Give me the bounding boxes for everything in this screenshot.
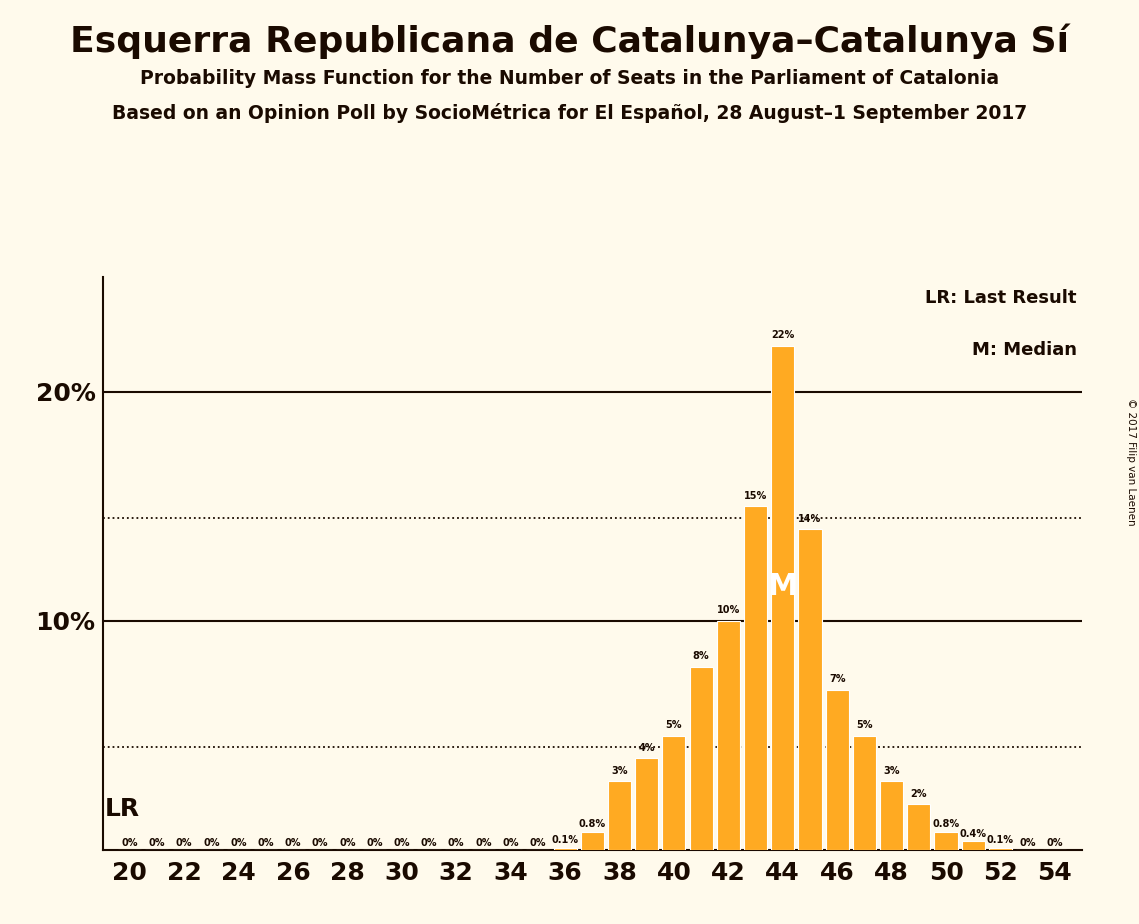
Text: 0%: 0% (312, 838, 328, 848)
Text: M: Median: M: Median (972, 341, 1076, 359)
Text: Esquerra Republicana de Catalunya–Catalunya Sí: Esquerra Republicana de Catalunya–Catalu… (69, 23, 1070, 58)
Text: M: M (768, 572, 798, 601)
Text: 0%: 0% (339, 838, 355, 848)
Text: LR: LR (105, 796, 140, 821)
Bar (826, 689, 849, 850)
Text: 0%: 0% (175, 838, 192, 848)
Bar (908, 804, 931, 850)
Text: 0%: 0% (203, 838, 220, 848)
Bar (636, 759, 658, 850)
Text: 0%: 0% (475, 838, 492, 848)
Text: 0.1%: 0.1% (986, 835, 1014, 845)
Text: 15%: 15% (744, 491, 768, 501)
Bar (798, 529, 821, 850)
Text: 0.1%: 0.1% (551, 835, 579, 845)
Text: Probability Mass Function for the Number of Seats in the Parliament of Catalonia: Probability Mass Function for the Number… (140, 69, 999, 89)
Text: 14%: 14% (798, 514, 821, 524)
Text: LR: Last Result: LR: Last Result (925, 288, 1076, 307)
Text: 0%: 0% (149, 838, 165, 848)
Bar (744, 506, 767, 850)
Text: 0%: 0% (1047, 838, 1063, 848)
Bar (554, 848, 576, 850)
Text: 0.4%: 0.4% (960, 829, 986, 839)
Text: 0.8%: 0.8% (933, 820, 959, 830)
Text: 0%: 0% (1019, 838, 1035, 848)
Bar (608, 782, 631, 850)
Text: © 2017 Filip van Laenen: © 2017 Filip van Laenen (1125, 398, 1136, 526)
Text: 2%: 2% (910, 788, 927, 798)
Bar (689, 667, 713, 850)
Text: 10%: 10% (716, 605, 740, 615)
Text: 0%: 0% (257, 838, 274, 848)
Bar (880, 782, 903, 850)
Text: 5%: 5% (857, 720, 872, 730)
Text: 4%: 4% (639, 743, 655, 753)
Text: 0.8%: 0.8% (579, 820, 606, 830)
Bar (716, 621, 740, 850)
Bar (771, 346, 794, 850)
Text: 5%: 5% (665, 720, 682, 730)
Text: 8%: 8% (693, 651, 710, 661)
Text: 7%: 7% (829, 674, 845, 684)
Text: Based on an Opinion Poll by SocioMétrica for El Español, 28 August–1 September 2: Based on an Opinion Poll by SocioMétrica… (112, 103, 1027, 124)
Text: 3%: 3% (884, 766, 900, 775)
Text: 0%: 0% (394, 838, 410, 848)
Bar (581, 832, 604, 850)
Bar (961, 841, 985, 850)
Bar (853, 736, 876, 850)
Text: 0%: 0% (122, 838, 138, 848)
Text: 0%: 0% (367, 838, 383, 848)
Bar (663, 736, 686, 850)
Text: 0%: 0% (420, 838, 437, 848)
Text: 0%: 0% (530, 838, 546, 848)
Text: 3%: 3% (612, 766, 628, 775)
Bar (934, 832, 958, 850)
Text: 22%: 22% (771, 330, 794, 340)
Bar (989, 848, 1011, 850)
Text: 0%: 0% (285, 838, 301, 848)
Text: 0%: 0% (230, 838, 247, 848)
Text: 0%: 0% (502, 838, 519, 848)
Text: 0%: 0% (448, 838, 465, 848)
